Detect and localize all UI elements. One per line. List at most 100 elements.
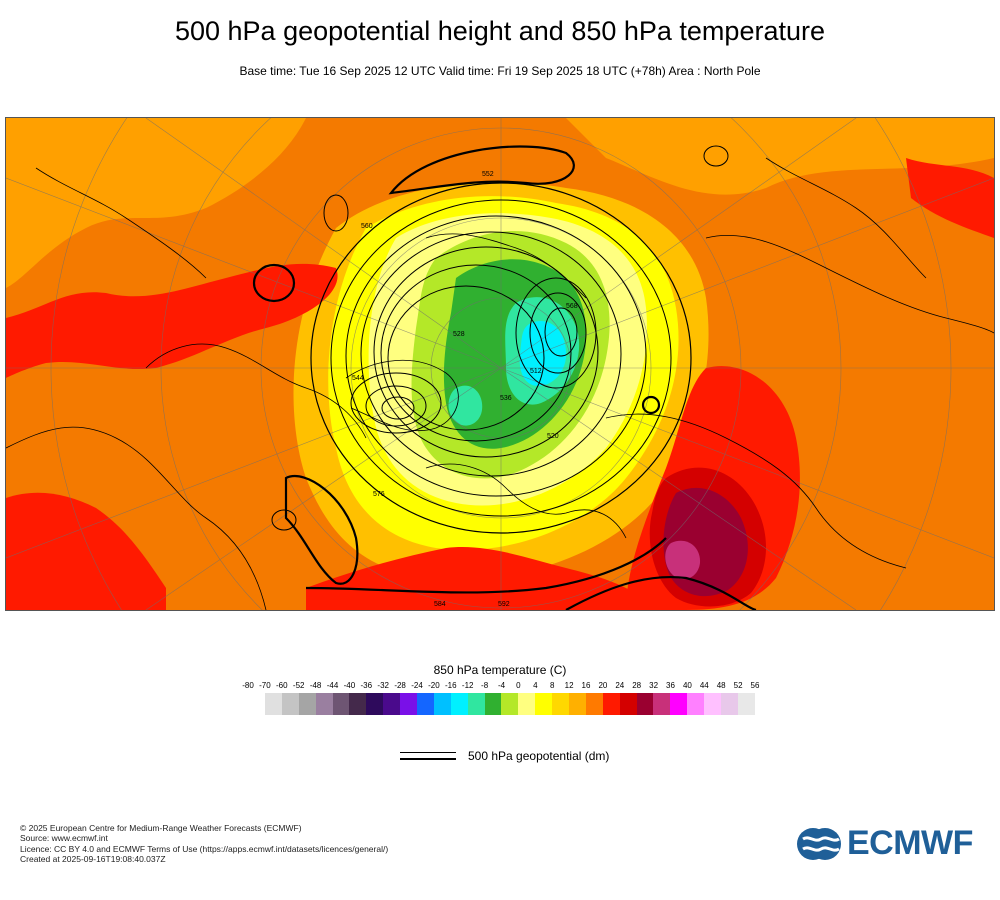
colorbar-swatch bbox=[602, 693, 620, 715]
contour-label: 592 bbox=[498, 601, 510, 608]
temperature-colorbar bbox=[265, 693, 755, 715]
colorbar-tick-label: -60 bbox=[276, 681, 288, 690]
colorbar-swatch bbox=[484, 693, 502, 715]
colorbar-tick-label: 8 bbox=[549, 681, 555, 690]
temp-band-red-ne bbox=[906, 158, 994, 238]
temp-band-pink bbox=[665, 540, 701, 580]
contour-label: 576 bbox=[373, 491, 385, 498]
colorbar-tick-label: -70 bbox=[259, 681, 271, 690]
colorbar-tick-label: -16 bbox=[445, 681, 457, 690]
colorbar-swatch bbox=[450, 693, 468, 715]
credits-line: Created at 2025-09-16T19:08:40.037Z bbox=[20, 854, 166, 865]
colorbar-tick-label: 28 bbox=[632, 681, 642, 690]
colorbar-tick-label: 36 bbox=[666, 681, 675, 690]
colorbar-tick-label: -24 bbox=[411, 681, 423, 690]
chart-subtitle: Base time: Tue 16 Sep 2025 12 UTC Valid … bbox=[239, 64, 761, 78]
temperature-legend-title: 850 hPa temperature (C) bbox=[433, 663, 567, 677]
colorbar-swatch bbox=[417, 693, 434, 715]
colorbar-tick-label: -44 bbox=[326, 681, 339, 690]
colorbar-tick-label: -52 bbox=[292, 681, 305, 690]
colorbar-swatch bbox=[281, 693, 299, 715]
graticule bbox=[6, 118, 994, 610]
contour-label: 568 bbox=[566, 303, 578, 310]
colorbar-swatch bbox=[737, 693, 755, 715]
contour-label: 544 bbox=[352, 375, 364, 382]
ecmwf-logo-icon bbox=[797, 827, 841, 860]
geopotential-line-sample bbox=[400, 750, 456, 762]
contour-label: 528 bbox=[453, 331, 465, 338]
colorbar-swatch bbox=[636, 693, 654, 715]
map-panel: 552 560 568 576 584 592 528 536 544 520 … bbox=[5, 117, 995, 611]
colorbar-swatch bbox=[400, 693, 418, 715]
colorbar-swatch bbox=[366, 693, 384, 715]
colorbar-tick-label: 52 bbox=[733, 681, 743, 690]
geopotential-contours bbox=[252, 145, 757, 610]
colorbar-tick-label: 0 bbox=[516, 681, 521, 690]
colorbar-swatch bbox=[518, 693, 536, 715]
colorbar-swatch bbox=[332, 693, 350, 715]
colorbar-tick-label: 12 bbox=[564, 681, 574, 690]
colorbar-tick-label: -4 bbox=[497, 681, 506, 690]
colorbar-tick-label: 32 bbox=[649, 681, 659, 690]
colorbar-tick-label: -12 bbox=[461, 681, 474, 690]
colorbar-tick-label: -40 bbox=[343, 681, 356, 690]
temp-band-red-west bbox=[6, 263, 338, 378]
colorbar-swatch bbox=[298, 693, 316, 715]
colorbar-tick-label: 44 bbox=[699, 681, 709, 690]
temp-band-teal-2 bbox=[448, 385, 483, 426]
colorbar-swatch bbox=[349, 693, 367, 715]
geopotential-legend-label: 500 hPa geopotential (dm) bbox=[468, 749, 610, 763]
colorbar-tick-label: 48 bbox=[716, 681, 726, 690]
colorbar-tick-label: -28 bbox=[394, 681, 406, 690]
contour-label-group: 552 560 568 576 584 592 528 536 544 520 … bbox=[352, 171, 578, 608]
colorbar-swatch bbox=[721, 693, 738, 715]
colorbar-tick-label: -80 bbox=[242, 681, 254, 690]
credits-line: © 2025 European Centre for Medium-Range … bbox=[20, 823, 302, 833]
temp-band-orange-light-2 bbox=[566, 118, 994, 195]
temp-band-cyan bbox=[519, 321, 567, 386]
polar-map-svg: 552 560 568 576 584 592 528 536 544 520 … bbox=[6, 118, 994, 610]
colorbar-swatch bbox=[569, 693, 586, 715]
chart-title: 500 hPa geopotential height and 850 hPa … bbox=[174, 16, 825, 46]
colorbar-swatch bbox=[619, 693, 637, 715]
contour-label: 552 bbox=[482, 171, 494, 178]
credits-block: © 2025 European Centre for Medium-Range … bbox=[20, 823, 388, 865]
colorbar-swatch bbox=[653, 693, 671, 715]
colorbar-tick-label: -32 bbox=[377, 681, 389, 690]
colorbar-swatch bbox=[501, 693, 519, 715]
colorbar-tick-label: 24 bbox=[615, 681, 625, 690]
geopotential-legend: 500 hPa geopotential (dm) bbox=[400, 749, 609, 763]
credits-line: Source: www.ecmwf.int bbox=[20, 833, 108, 844]
colorbar-swatch bbox=[265, 693, 282, 715]
colorbar-tick-label: -8 bbox=[481, 681, 489, 690]
colorbar-tick-label: -36 bbox=[360, 681, 373, 690]
colorbar-swatch bbox=[383, 693, 401, 715]
contour-label: 584 bbox=[434, 601, 446, 608]
colorbar-tick-label: -48 bbox=[309, 681, 322, 690]
colorbar-swatch bbox=[535, 693, 553, 715]
temp-band-red-sw bbox=[6, 492, 166, 610]
colorbar-tick-label: 4 bbox=[533, 681, 538, 690]
contour-label: 536 bbox=[500, 395, 512, 402]
temp-band-orange-light bbox=[6, 118, 306, 288]
colorbar-swatch bbox=[670, 693, 688, 715]
ecmwf-logo: ECMWF bbox=[795, 824, 973, 863]
colorbar-tick-label: 16 bbox=[581, 681, 591, 690]
colorbar-swatch bbox=[585, 693, 603, 715]
colorbar-swatch bbox=[467, 693, 485, 715]
ecmwf-logo-text: ECMWF bbox=[847, 824, 973, 862]
contour-label: 560 bbox=[361, 223, 373, 230]
temp-band-red-south bbox=[306, 547, 656, 610]
colorbar-tick-label: -20 bbox=[428, 681, 440, 690]
colorbar-swatch bbox=[704, 693, 722, 715]
colorbar-swatch bbox=[433, 693, 451, 715]
colorbar-swatch bbox=[552, 693, 570, 715]
credits-line: Licence: CC BY 4.0 and ECMWF Terms of Us… bbox=[20, 843, 389, 854]
contour-label: 512 bbox=[530, 368, 542, 375]
colorbar-swatch bbox=[315, 693, 333, 715]
colorbar-swatch bbox=[687, 693, 705, 715]
colorbar-tick-label: 40 bbox=[682, 681, 692, 690]
colorbar-tick-label: 56 bbox=[750, 681, 760, 690]
colorbar-tick-label: 20 bbox=[598, 681, 608, 690]
contour-label: 520 bbox=[547, 433, 559, 440]
